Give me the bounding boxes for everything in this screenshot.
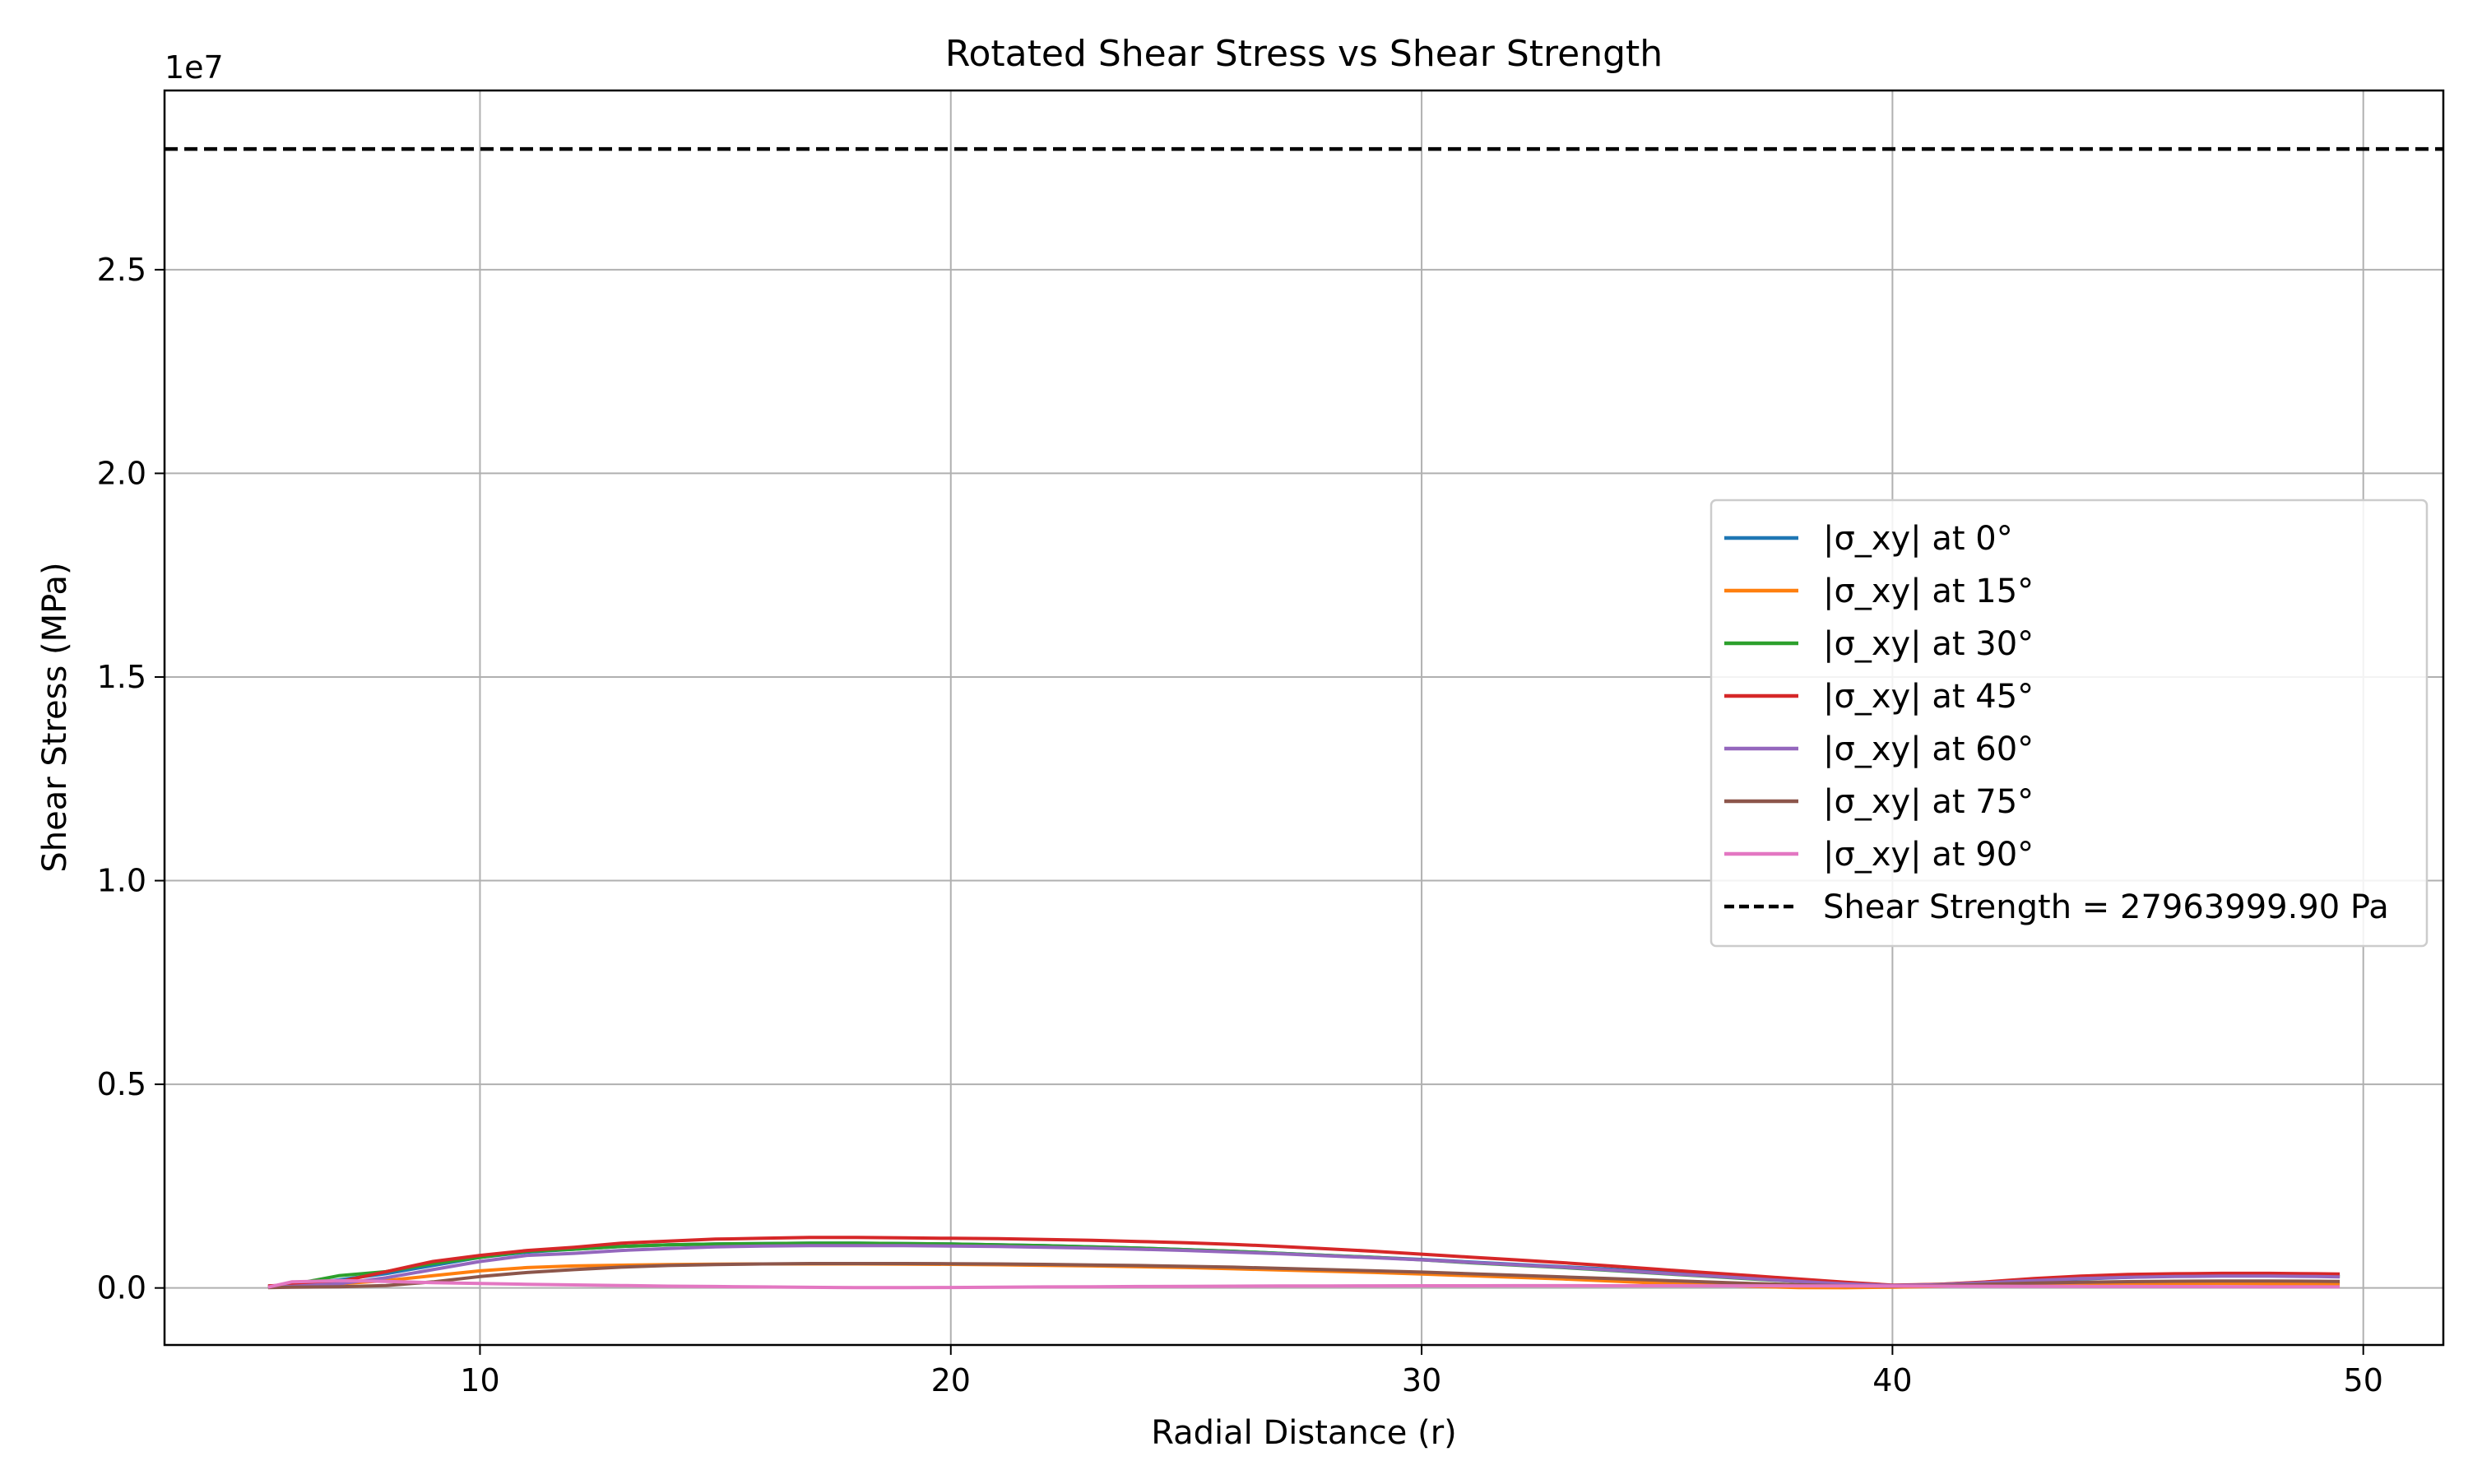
y-tick-label: 0.0 <box>97 1270 146 1306</box>
x-tick-label: 10 <box>460 1362 499 1398</box>
legend-label: |σ_xy| at 60° <box>1823 730 2034 768</box>
legend-label: |σ_xy| at 30° <box>1823 625 2034 663</box>
y-axis-offset-label: 1e7 <box>165 49 224 86</box>
y-tick-label: 2.5 <box>97 252 146 288</box>
legend-label: |σ_xy| at 45° <box>1823 678 2034 716</box>
series-lines <box>267 1236 2340 1290</box>
y-axis-label: Shear Stress (MPa) <box>36 562 74 872</box>
chart-title: Rotated Shear Stress vs Shear Strength <box>945 33 1663 75</box>
y-tick-label: 1.0 <box>97 863 146 899</box>
legend-box <box>1710 499 2429 948</box>
y-tick-label: 2.0 <box>97 455 146 491</box>
y-tick-label: 1.5 <box>97 659 146 695</box>
plot-frame <box>163 89 2445 1347</box>
series-line <box>267 1244 2340 1289</box>
x-tick-label: 30 <box>1402 1362 1441 1398</box>
series-line <box>267 1278 2340 1290</box>
legend-label: |σ_xy| at 75° <box>1823 783 2034 821</box>
legend: |σ_xy| at 0° |σ_xy| at 15° |σ_xy| at 30° |σ… <box>1710 499 2429 948</box>
series-line <box>267 1262 2340 1290</box>
axis-ticks: 10 20 30 40 50 0.0 0.5 1.0 1.5 2.0 2.5 <box>97 252 2383 1398</box>
legend-label: |σ_xy| at 15° <box>1823 573 2034 610</box>
legend-label: |σ_xy| at 90° <box>1823 836 2034 874</box>
x-tick-label: 50 <box>2344 1362 2383 1398</box>
legend-label: Shear Strength = 27963999.90 Pa <box>1823 888 2389 926</box>
x-axis-label: Radial Distance (r) <box>1151 1414 1457 1452</box>
legend-label: |σ_xy| at 0° <box>1823 520 2013 558</box>
x-tick-label: 20 <box>931 1362 971 1398</box>
x-tick-label: 40 <box>1872 1362 1912 1398</box>
y-tick-label: 0.5 <box>97 1066 146 1102</box>
